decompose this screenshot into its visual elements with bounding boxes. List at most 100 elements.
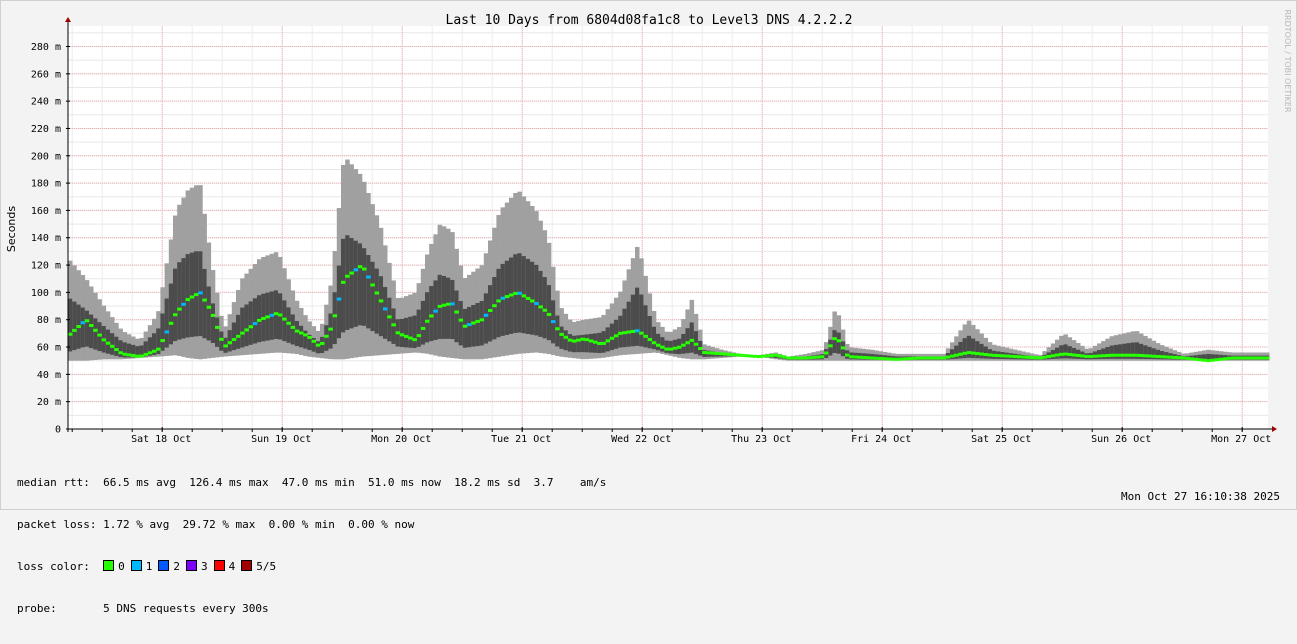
median-marker (370, 283, 375, 287)
median-marker (1265, 356, 1270, 360)
y-tick-label: 220 m (31, 124, 61, 135)
x-tick-label: Mon 27 Oct (1211, 434, 1271, 445)
median-marker (336, 297, 342, 301)
inner-band-bar (227, 330, 233, 352)
median-marker (1029, 356, 1035, 360)
median-marker (521, 294, 527, 298)
inner-band-bar (93, 318, 98, 350)
median-marker (307, 335, 312, 339)
inner-band-bar (244, 304, 249, 347)
inner-band-bar (173, 268, 178, 342)
median-marker (916, 356, 921, 360)
y-tick-label: 100 m (31, 288, 61, 299)
inner-band-bar (404, 317, 409, 348)
median-marker (987, 353, 993, 357)
median-marker (857, 355, 863, 359)
y-axis-arrow (65, 17, 71, 22)
inner-band-bar (1206, 353, 1211, 361)
median-marker (118, 351, 123, 355)
median-marker (1046, 354, 1052, 358)
y-tick-label: 60 m (37, 343, 61, 354)
inner-band-bar (332, 292, 338, 345)
median-marker (773, 353, 779, 357)
median-marker (874, 356, 879, 360)
median-marker (1252, 356, 1257, 360)
median-marker (689, 338, 695, 342)
packet-loss-row: packet loss: 1.72 % avg 29.72 % max 0.00… (17, 518, 606, 532)
inner-band-bar (387, 297, 392, 342)
inner-band-bar (429, 285, 434, 342)
median-marker (748, 354, 753, 358)
median-marker (1185, 356, 1190, 360)
inner-band-bar (643, 305, 648, 348)
median-marker (496, 299, 501, 303)
inner-band-bar (215, 317, 220, 347)
inner-band-bar (1101, 348, 1106, 359)
median-marker (983, 353, 989, 357)
inner-band-bar (1109, 345, 1115, 359)
median-marker (1034, 356, 1039, 360)
median-marker (1050, 354, 1056, 358)
median-marker (530, 299, 535, 303)
median-marker (1055, 353, 1060, 357)
median-marker (542, 308, 548, 312)
median-marker (219, 337, 224, 341)
median-marker (664, 347, 669, 351)
inner-band-bar (1055, 347, 1060, 359)
median-marker (328, 327, 333, 331)
median-marker (840, 346, 846, 350)
inner-band-bar (345, 235, 350, 330)
inner-band-bar (336, 265, 342, 339)
median-marker (735, 353, 741, 357)
median-marker (114, 348, 119, 352)
inner-band-bar (152, 333, 157, 355)
inner-band-bar (185, 254, 191, 338)
inner-band-bar (353, 240, 359, 327)
inner-band-bar (626, 301, 632, 347)
inner-band-bar (651, 326, 657, 350)
median-marker (139, 354, 144, 358)
median-marker (210, 313, 216, 317)
median-marker (303, 333, 308, 337)
inner-band-bar (1143, 345, 1148, 359)
inner-band-bar (131, 344, 136, 358)
inner-band-bar (286, 307, 291, 343)
loss-color-item: 0 (103, 560, 125, 573)
inner-band-bar (1063, 344, 1068, 359)
inner-band-bar (425, 292, 430, 343)
median-marker (202, 298, 207, 302)
median-marker (966, 351, 972, 355)
median-marker (853, 355, 858, 359)
inner-band-bar (958, 341, 963, 359)
plot-area (68, 26, 1268, 429)
inner-band-bar (975, 341, 980, 359)
median-marker (147, 351, 153, 355)
median-marker (1235, 356, 1241, 360)
median-marker (416, 334, 422, 338)
inner-band-bar (156, 328, 161, 354)
inner-band-bar (315, 341, 321, 354)
median-marker (1139, 354, 1144, 358)
probe-row: probe: 5 DNS requests every 300s (17, 602, 606, 616)
median-marker (656, 343, 661, 347)
median-marker (76, 325, 81, 329)
median-marker (1197, 358, 1203, 362)
median-marker (668, 347, 674, 351)
median-marker (807, 356, 812, 360)
median-marker (1097, 354, 1102, 358)
inner-band-bar (538, 270, 543, 337)
y-tick-label: 80 m (37, 315, 61, 326)
median-marker (483, 313, 489, 317)
median-marker (740, 353, 745, 357)
tick-labels: 0 20 m 40 m 60 m 80 m 100 m 120 m 140 m 160 m 180… (31, 42, 1271, 445)
median-marker (1017, 355, 1022, 359)
median-marker (836, 339, 842, 343)
inner-band-bar (1134, 342, 1140, 359)
inner-band-bar (450, 279, 455, 340)
median-marker (1067, 353, 1073, 357)
x-tick-label: Wed 22 Oct (611, 434, 671, 445)
loss-color-item: 3 (185, 560, 208, 573)
median-marker (240, 331, 245, 335)
color-swatch-label: 3 (200, 560, 208, 573)
median-marker (1172, 355, 1178, 359)
